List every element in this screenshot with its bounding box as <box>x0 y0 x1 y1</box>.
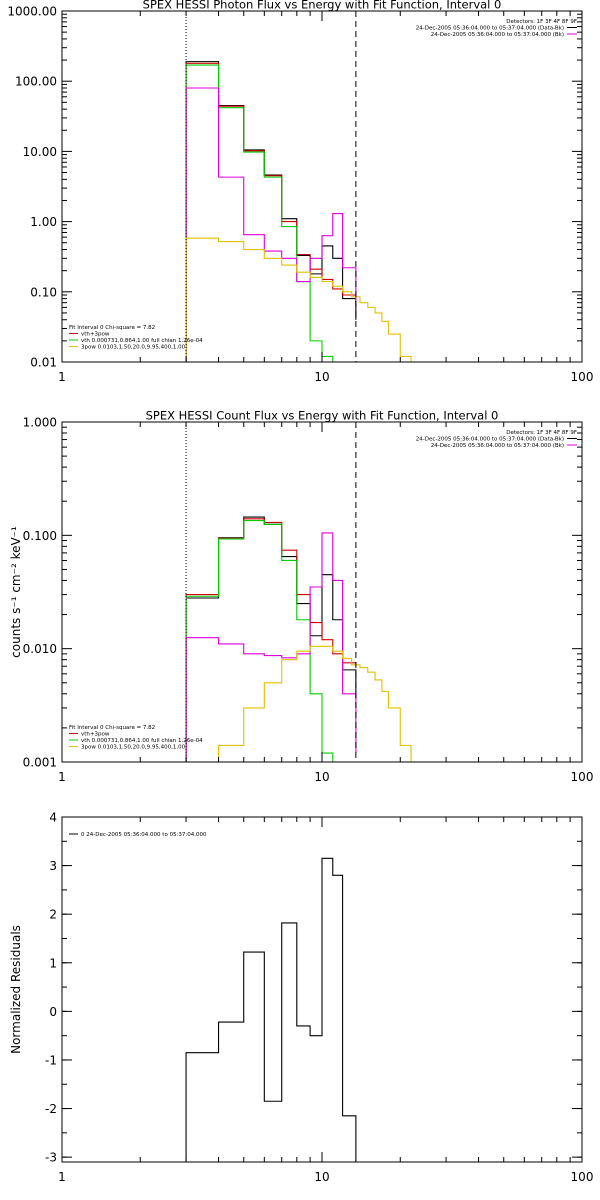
y-tick-label: 1.00 <box>30 215 57 229</box>
series-group <box>185 61 412 362</box>
y-axis-label: Normalized Residuals <box>9 925 23 1054</box>
legend-entry: 0 24-Dec-2005 05:36:04.000 to 05:37:04.0… <box>81 832 207 838</box>
y-tick-label: -2 <box>45 1102 57 1116</box>
y-tick-label: 1000.00 <box>7 5 57 19</box>
plot-frame <box>61 10 583 363</box>
legend-entry: 3pow 0.0103,1.50,20.0,9.95,400,1.00 <box>81 345 186 351</box>
series-3-line <box>185 520 356 762</box>
info-line: 24-Dec-2005 05:36:04.000 to 05:37:04.000… <box>416 437 564 443</box>
legend-entry: Fit Interval 0 Chi-square = 7.82 <box>69 325 155 331</box>
y-tick-label: 2 <box>49 908 57 922</box>
info-line: 24-Dec-2005 05:36:04.000 to 05:37:04.000… <box>431 32 564 38</box>
y-tick-label: 10.00 <box>23 145 57 159</box>
x-tick-label: 1 <box>58 370 66 384</box>
series-5-line <box>185 237 412 362</box>
series-group <box>185 857 357 1162</box>
info-line: Detectors: 1F 3F 4F 8F 9F <box>506 19 577 25</box>
y-tick-label: 1.000 <box>23 416 57 430</box>
legend-entry: Fit Interval 0 Chi-square = 7.82 <box>69 725 155 731</box>
x-tick-label: 1 <box>58 1170 66 1184</box>
series-2-line <box>185 62 357 362</box>
panel-2: SPEX HESSI Count Flux vs Energy with Fit… <box>9 409 593 785</box>
y-tick-label: 4 <box>49 811 57 825</box>
y-tick-label: 0.100 <box>23 529 57 543</box>
series-4-line <box>185 532 357 762</box>
series-5-line <box>186 645 412 762</box>
x-tick-label: 100 <box>571 370 594 384</box>
chart-title: SPEX HESSI Photon Flux vs Energy with Fi… <box>143 0 502 12</box>
series-1-line <box>185 61 357 362</box>
y-tick-label: 0.10 <box>30 285 57 299</box>
y-tick-label: -3 <box>45 1151 57 1165</box>
y-tick-label: 1 <box>49 956 57 970</box>
legend-entry: 3pow 0.0103,1.50,20.0,9.95,400,1.00 <box>81 745 186 751</box>
series-2-line <box>185 518 357 762</box>
y-tick-label: -1 <box>45 1053 57 1067</box>
legend-entry: vth 0.000731,0.864,1.00 full chian 1.26e… <box>81 738 203 744</box>
legend-entry: vth+3pow <box>81 732 110 738</box>
series-1-line <box>185 857 357 1162</box>
series-4-line <box>185 87 357 362</box>
info-line: 24-Dec-2005 05:36:04.000 to 05:37:04.000… <box>416 26 564 32</box>
x-tick-label: 10 <box>314 770 329 784</box>
y-tick-label: 0.001 <box>23 756 57 770</box>
y-tick-label: 0.01 <box>30 356 57 370</box>
info-line: 24-Dec-2005 05:36:04.000 to 05:37:04.000… <box>431 443 564 449</box>
panel-1: SPEX HESSI Photon Flux vs Energy with Fi… <box>7 0 593 384</box>
x-tick-label: 100 <box>571 770 594 784</box>
legend-entry: vth+3pow <box>81 332 110 338</box>
series-group <box>185 516 412 762</box>
info-line: Detectors: 1F 3F 4F 8F 9F <box>506 430 577 436</box>
legend-entry: vth 0.000731,0.864,1.00 full chian 1.26e… <box>81 338 203 344</box>
x-tick-label: 10 <box>314 370 329 384</box>
y-tick-label: 0 <box>49 1005 57 1019</box>
x-tick-label: 100 <box>571 1170 594 1184</box>
series-3-line <box>185 64 356 362</box>
y-tick-label: 100.00 <box>15 75 57 89</box>
y-tick-label: 0.010 <box>23 642 57 656</box>
y-axis-label: counts s⁻¹ cm⁻² keV⁻¹ <box>9 526 23 658</box>
x-tick-label: 10 <box>314 1170 329 1184</box>
y-tick-label: 3 <box>49 859 57 873</box>
chart-title: SPEX HESSI Count Flux vs Energy with Fit… <box>146 409 499 423</box>
x-tick-label: 1 <box>58 770 66 784</box>
